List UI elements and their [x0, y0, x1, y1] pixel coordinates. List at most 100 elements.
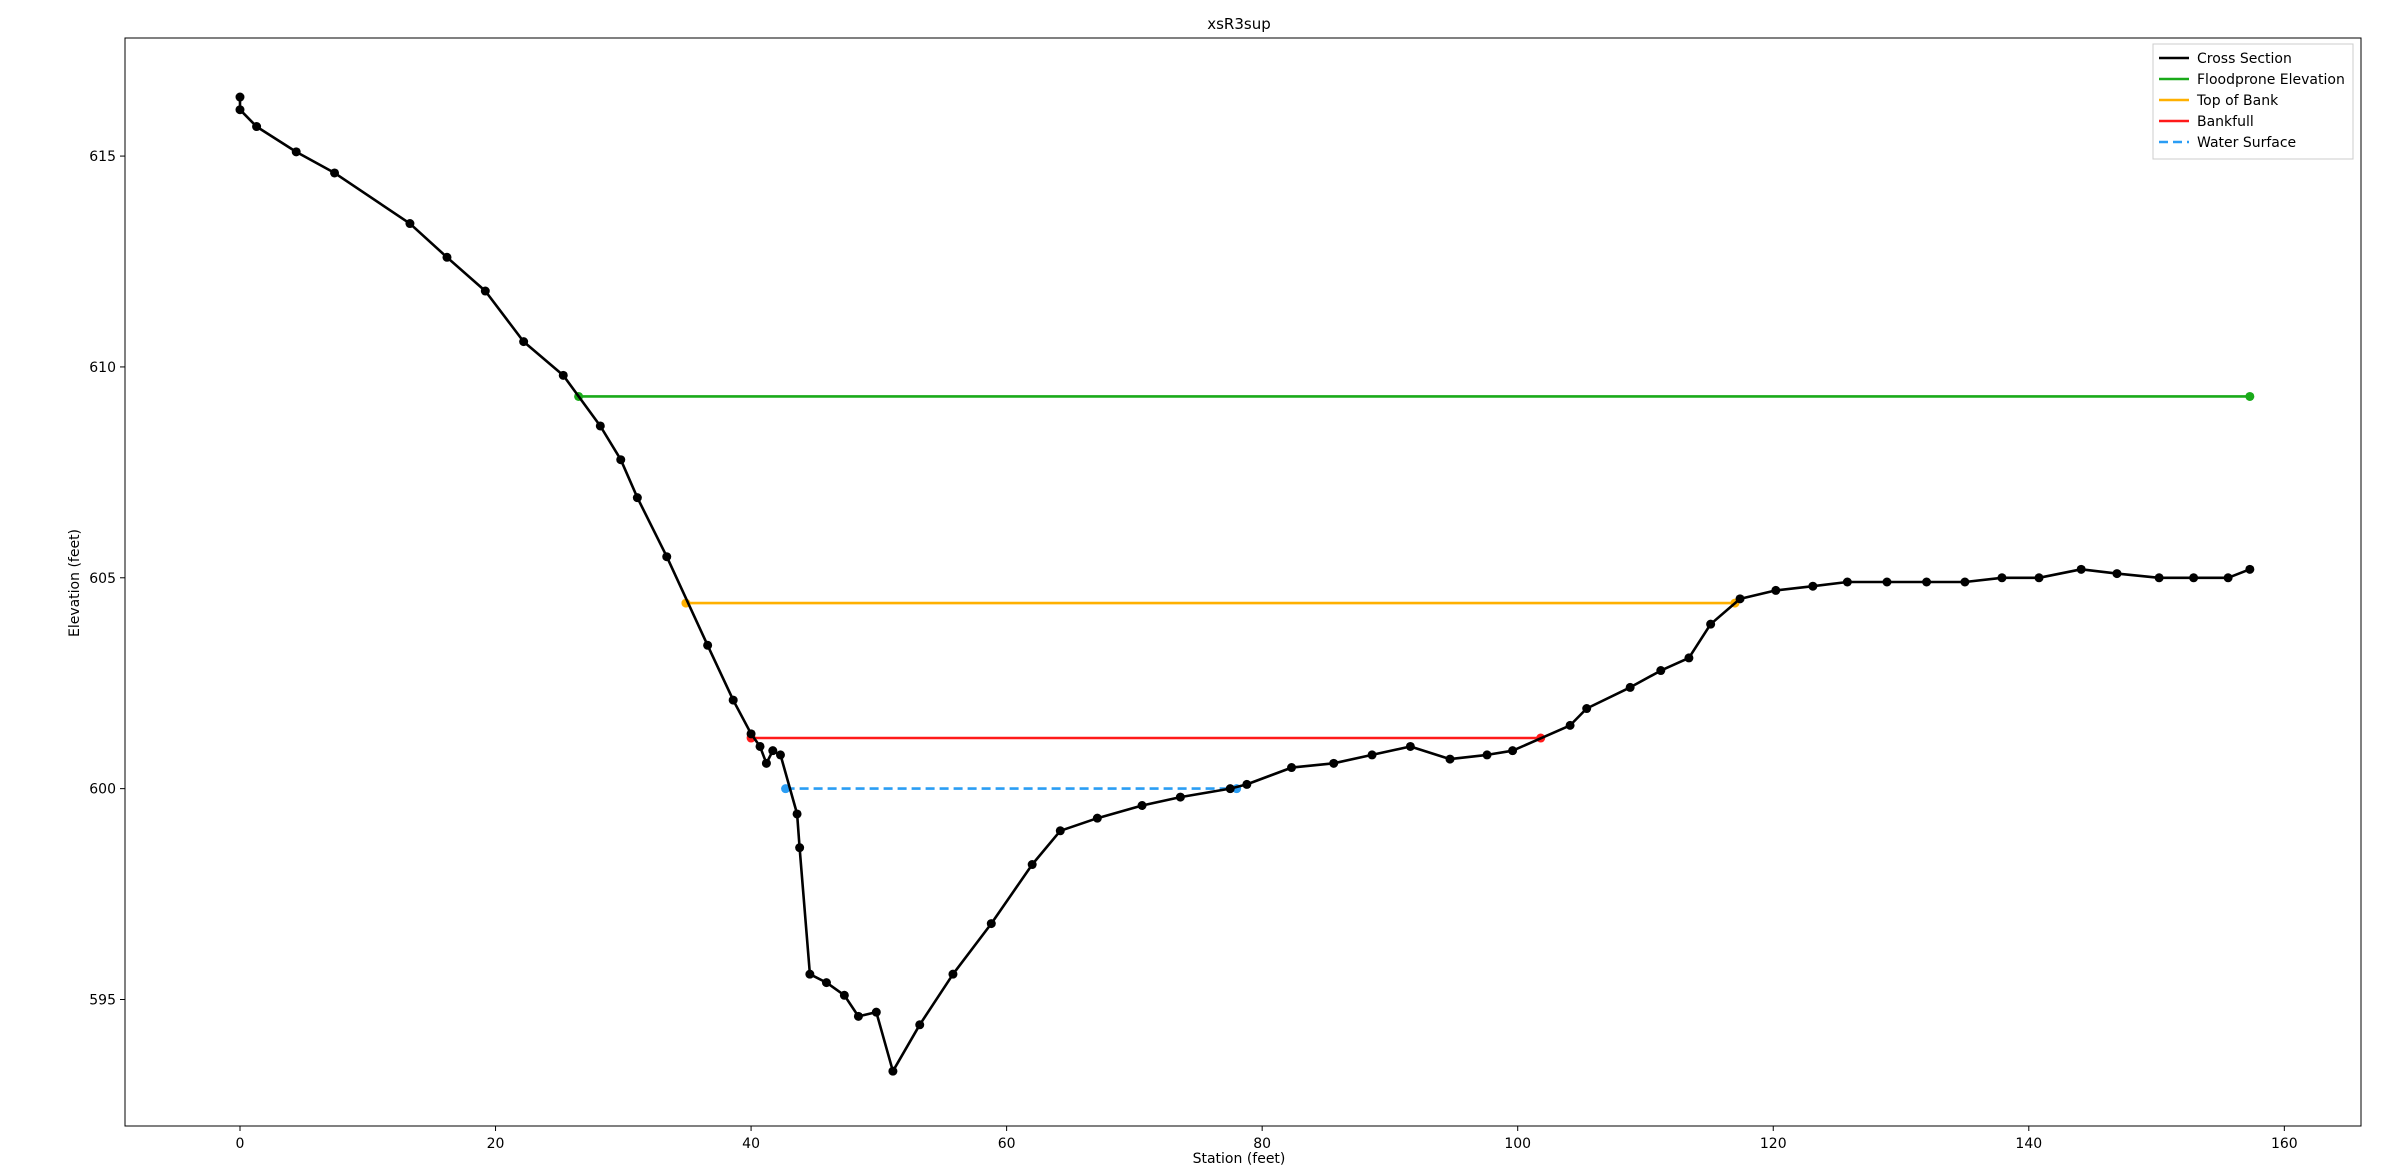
cross-section-point [291, 147, 301, 157]
cross-section-point [792, 809, 802, 819]
cross-section-point [1508, 746, 1518, 756]
floodprone-elevation-series [574, 391, 2255, 401]
cross-section-point [1242, 779, 1252, 789]
cross-section-point [1997, 573, 2007, 583]
cross-section-point [1882, 577, 1892, 587]
bankfull-series [746, 733, 1546, 743]
cross-section-point [2245, 564, 2255, 574]
cross-section-point [1842, 577, 1852, 587]
legend: Cross Section Floodprone Elevation Top of … [2152, 43, 2354, 160]
water-surface-series [781, 784, 1242, 794]
cross-section-point [235, 105, 245, 115]
cross-section-point [2189, 573, 2199, 583]
cross-section-point [761, 758, 771, 768]
cross-section-point [775, 750, 785, 760]
legend-label-cross-section: Cross Section [2197, 51, 2292, 67]
cross-section-point [2034, 573, 2044, 583]
cross-section-point [853, 1011, 863, 1021]
cross-section-point [2223, 573, 2233, 583]
cross-section-point [1771, 585, 1781, 595]
cross-section-point [1482, 750, 1492, 760]
cross-section-point [662, 552, 672, 562]
chart-title: xsR3sup [1207, 15, 1271, 33]
cross-section-point [442, 252, 452, 262]
cross-section-point [805, 969, 815, 979]
cross-section-point [2076, 564, 2086, 574]
cross-section-point [1922, 577, 1932, 587]
top-of-bank-series [681, 598, 1740, 608]
cross-section-point [1445, 754, 1455, 764]
cross-section-point [632, 493, 642, 503]
cross-section-point [871, 1007, 881, 1017]
cross-section-point [330, 168, 340, 178]
cross-section-point [1287, 763, 1297, 773]
x-axis-label: Station (feet) [1193, 1151, 1286, 1167]
cross-section-point [1706, 619, 1716, 629]
plot-area [235, 92, 2255, 1076]
cross-section-point [1684, 653, 1694, 663]
x-tick-label: 0 [236, 1136, 245, 1152]
cross-section-point [1960, 577, 1970, 587]
cross-section-series [235, 92, 2255, 1076]
cross-section-point [1027, 860, 1037, 870]
cross-section-point [821, 978, 831, 988]
legend-label-floodprone-elevation: Floodprone Elevation [2197, 72, 2345, 88]
cross-section-point [1808, 581, 1818, 591]
cross-section-point [405, 219, 415, 229]
plot-frame [124, 37, 2362, 1127]
cross-section-point [1735, 594, 1745, 604]
x-tick-label: 100 [1504, 1136, 1531, 1152]
legend-box [2152, 43, 2354, 160]
x-tick-label: 40 [742, 1136, 760, 1152]
legend-label-top-of-bank: Top of Bank [2196, 93, 2279, 109]
legend-label-bankfull: Bankfull [2197, 114, 2254, 130]
y-tick-label: 600 [89, 782, 116, 798]
x-tick-label: 120 [1760, 1136, 1787, 1152]
cross-section-point [986, 919, 996, 929]
cross-section-point [1656, 666, 1666, 676]
cross-section-point [595, 421, 605, 431]
y-tick-label: 595 [89, 992, 116, 1008]
y-axis-ticks: 595 600 605 610 615 [89, 149, 125, 1008]
x-tick-label: 60 [998, 1136, 1016, 1152]
cross-section-point [1092, 813, 1102, 823]
cross-section-point [703, 640, 713, 650]
cross-section-point [519, 337, 529, 347]
cross-section-point [755, 741, 765, 751]
cross-section-point [1582, 704, 1592, 714]
cross-section-point [480, 286, 490, 296]
x-tick-label: 80 [1253, 1136, 1271, 1152]
cross-section-point [235, 92, 245, 102]
cross-section-point [1055, 826, 1065, 836]
cross-section-point [746, 729, 756, 739]
cross-section-point [1367, 750, 1377, 760]
floodprone-elevation-point [2245, 391, 2255, 401]
cross-section-point [1565, 720, 1575, 730]
cross-section-point [1137, 801, 1147, 811]
cross-section-point [1405, 741, 1415, 751]
x-tick-label: 160 [2271, 1136, 2298, 1152]
cross-section-point [1625, 682, 1635, 692]
y-tick-label: 615 [89, 149, 116, 165]
cross-section-point [1175, 792, 1185, 802]
cross-section-point [558, 370, 568, 380]
legend-label-water-surface: Water Surface [2197, 135, 2296, 151]
cross-section-point [795, 843, 805, 853]
cross-section-point [2112, 569, 2122, 579]
x-axis-ticks: 0 20 40 60 80 100 120 140 160 [236, 1126, 2298, 1152]
water-surface-point [781, 784, 791, 794]
cross-section-point [728, 695, 738, 705]
y-tick-label: 610 [89, 360, 116, 376]
cross-section-point [1329, 758, 1339, 768]
x-tick-label: 140 [2015, 1136, 2042, 1152]
cross-section-point [1225, 784, 1235, 794]
cross-section-point [915, 1020, 925, 1030]
y-tick-label: 605 [89, 571, 116, 587]
cross-section-point [888, 1066, 898, 1076]
cross-section-point [2154, 573, 2164, 583]
cross-section-point [616, 455, 626, 465]
cross-section-point [768, 746, 778, 756]
cross-section-point [948, 969, 958, 979]
cross-section-point [839, 990, 849, 1000]
